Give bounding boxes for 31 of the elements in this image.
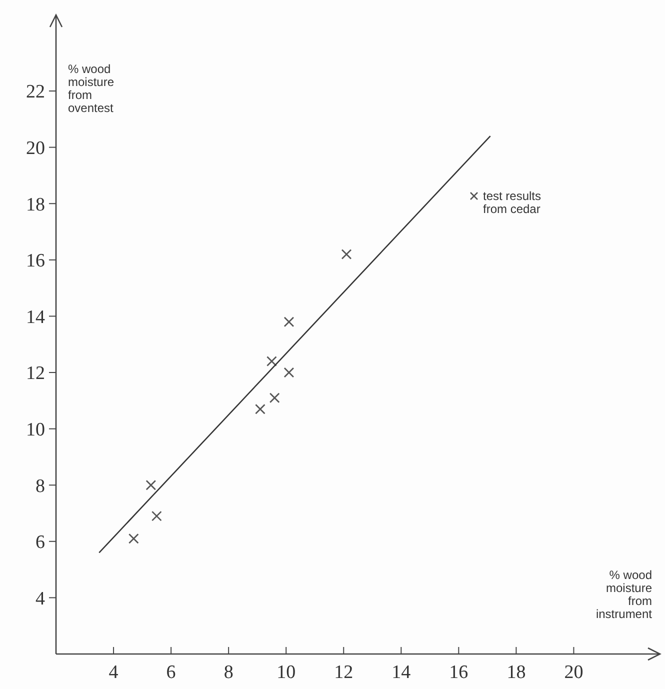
x-tick-label: 8 — [224, 662, 234, 683]
y-tick-label: 18 — [26, 194, 45, 216]
x-tick-label: 12 — [334, 662, 354, 683]
point — [255, 404, 266, 414]
y-tick-label: 14 — [26, 306, 46, 328]
x-tick-label: 18 — [506, 662, 526, 683]
point — [128, 533, 139, 544]
point — [266, 356, 277, 366]
x-tick-label: 4 — [108, 662, 119, 683]
y-tick-label: 22 — [26, 82, 45, 103]
y-tick-label: 20 — [26, 138, 45, 159]
y-axis-title: % wood moisture from oventest — [68, 62, 114, 116]
point — [284, 316, 294, 328]
y-tick-label: 8 — [36, 476, 45, 497]
y-tick-label: 12 — [26, 363, 45, 384]
y-tick-label: 6 — [36, 532, 45, 554]
x-tick-label: 6 — [166, 662, 176, 683]
x-tick-label: 16 — [449, 662, 468, 683]
x-tick-label: 14 — [392, 662, 412, 683]
point — [269, 392, 280, 404]
point — [146, 480, 156, 490]
x-axis-title: % wood moisture from instrument — [596, 568, 653, 621]
x-tick-label: 20 — [564, 662, 584, 683]
point — [284, 367, 294, 378]
point — [341, 249, 352, 260]
y-tick-label: 16 — [26, 250, 45, 272]
legend-label: test results from cedar — [483, 189, 542, 216]
point — [151, 510, 162, 522]
y-tick-label: 4 — [36, 588, 46, 610]
y-tick-label: 10 — [26, 419, 45, 440]
x-tick-label: 10 — [276, 662, 296, 683]
